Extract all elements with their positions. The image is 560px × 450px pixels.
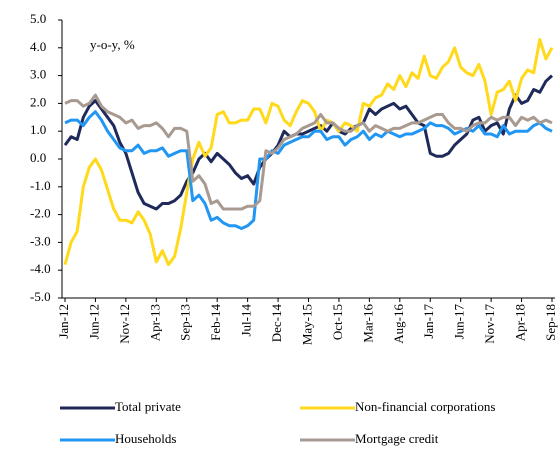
x-tick-label: Dec-14 [269,304,284,343]
y-tick-label: 0.0 [30,150,46,165]
x-tick-label: Jul-14 [239,304,254,337]
legend-label: Mortgage credit [355,431,439,446]
x-tick-label: Oct-15 [330,304,345,340]
y-tick-label: -5.0 [30,289,51,304]
y-tick-label: -1.0 [30,178,51,193]
y-tick-label: 4.0 [30,39,46,54]
x-tick-label: Mar-16 [360,304,375,343]
x-tick-label: Apr-18 [513,304,528,341]
x-tick-label: May-15 [299,304,314,345]
series-line [64,93,553,211]
x-tick-label: Apr-13 [147,304,162,341]
series-line [63,74,554,211]
y-tick-label: 3.0 [30,67,46,82]
x-tick-label: Nov-12 [117,304,132,344]
x-tick-label: Nov-17 [482,304,497,344]
series-line [64,110,553,230]
annotation: y-o-y, % [90,37,135,52]
legend-label: Total private [115,399,181,414]
x-tick-label: Sep-13 [178,304,193,341]
x-tick-label: Jan-12 [56,304,71,339]
x-tick-label: Sep-18 [543,304,558,341]
y-tick-label: -2.0 [30,206,51,221]
legend-label: Households [115,431,176,446]
x-tick-label: Jun-12 [86,304,101,339]
x-tick-label: Jun-17 [452,304,467,340]
y-tick-label: 2.0 [30,94,46,109]
series-line [63,38,554,267]
y-tick-label: 1.0 [30,122,46,137]
x-tick-label: Jan-17 [421,304,436,339]
legend-label: Non-financial corporations [355,399,495,414]
y-tick-label: -4.0 [30,261,51,276]
y-tick-label: -3.0 [30,233,51,248]
x-tick-label: Aug-16 [391,304,406,344]
x-tick-label: Feb-14 [208,304,223,341]
y-tick-label: 5.0 [30,11,46,26]
